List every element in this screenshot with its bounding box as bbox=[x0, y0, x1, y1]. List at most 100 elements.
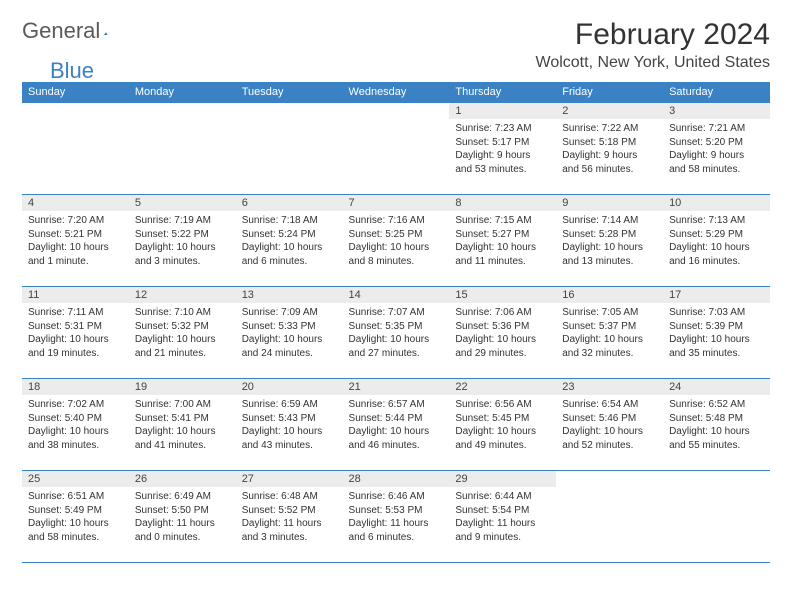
calendar-cell bbox=[663, 471, 770, 563]
calendar-cell: 15Sunrise: 7:06 AMSunset: 5:36 PMDayligh… bbox=[449, 287, 556, 379]
calendar-cell bbox=[556, 471, 663, 563]
day-data: Sunrise: 6:57 AMSunset: 5:44 PMDaylight:… bbox=[343, 395, 450, 456]
daylight-text-2: and 24 minutes. bbox=[242, 347, 337, 361]
day-number: 10 bbox=[663, 195, 770, 211]
sunset-text: Sunset: 5:45 PM bbox=[455, 412, 550, 426]
day-data: Sunrise: 6:54 AMSunset: 5:46 PMDaylight:… bbox=[556, 395, 663, 456]
daylight-text-2: and 58 minutes. bbox=[28, 531, 123, 545]
daylight-text-1: Daylight: 10 hours bbox=[28, 425, 123, 439]
day-data: Sunrise: 6:48 AMSunset: 5:52 PMDaylight:… bbox=[236, 487, 343, 548]
header-saturday: Saturday bbox=[663, 82, 770, 103]
header-tuesday: Tuesday bbox=[236, 82, 343, 103]
daylight-text-1: Daylight: 9 hours bbox=[669, 149, 764, 163]
daylight-text-2: and 13 minutes. bbox=[562, 255, 657, 269]
day-number: 21 bbox=[343, 379, 450, 395]
calendar-cell: 5Sunrise: 7:19 AMSunset: 5:22 PMDaylight… bbox=[129, 195, 236, 287]
day-number: 19 bbox=[129, 379, 236, 395]
header-friday: Friday bbox=[556, 82, 663, 103]
daylight-text-1: Daylight: 10 hours bbox=[135, 425, 230, 439]
sunrise-text: Sunrise: 7:21 AM bbox=[669, 122, 764, 136]
daylight-text-2: and 52 minutes. bbox=[562, 439, 657, 453]
sunrise-text: Sunrise: 7:09 AM bbox=[242, 306, 337, 320]
daylight-text-2: and 53 minutes. bbox=[455, 163, 550, 177]
daylight-text-1: Daylight: 10 hours bbox=[135, 241, 230, 255]
sunset-text: Sunset: 5:53 PM bbox=[349, 504, 444, 518]
calendar-cell: 13Sunrise: 7:09 AMSunset: 5:33 PMDayligh… bbox=[236, 287, 343, 379]
sunrise-text: Sunrise: 6:44 AM bbox=[455, 490, 550, 504]
day-data: Sunrise: 7:15 AMSunset: 5:27 PMDaylight:… bbox=[449, 211, 556, 272]
daylight-text-2: and 56 minutes. bbox=[562, 163, 657, 177]
daylight-text-1: Daylight: 10 hours bbox=[562, 425, 657, 439]
calendar-cell: 21Sunrise: 6:57 AMSunset: 5:44 PMDayligh… bbox=[343, 379, 450, 471]
sunset-text: Sunset: 5:28 PM bbox=[562, 228, 657, 242]
sunset-text: Sunset: 5:24 PM bbox=[242, 228, 337, 242]
sunrise-text: Sunrise: 7:15 AM bbox=[455, 214, 550, 228]
daylight-text-1: Daylight: 10 hours bbox=[349, 333, 444, 347]
day-number: 20 bbox=[236, 379, 343, 395]
day-number: 12 bbox=[129, 287, 236, 303]
day-data: Sunrise: 7:05 AMSunset: 5:37 PMDaylight:… bbox=[556, 303, 663, 364]
calendar-row: 18Sunrise: 7:02 AMSunset: 5:40 PMDayligh… bbox=[22, 379, 770, 471]
daylight-text-2: and 16 minutes. bbox=[669, 255, 764, 269]
title-block: February 2024 Wolcott, New York, United … bbox=[536, 18, 770, 72]
sunrise-text: Sunrise: 7:00 AM bbox=[135, 398, 230, 412]
calendar-row: 25Sunrise: 6:51 AMSunset: 5:49 PMDayligh… bbox=[22, 471, 770, 563]
calendar-row: 4Sunrise: 7:20 AMSunset: 5:21 PMDaylight… bbox=[22, 195, 770, 287]
calendar-cell: 19 Sunrise: 7:00 AMSunset: 5:41 PMDayligh… bbox=[129, 379, 236, 471]
sunrise-text: Sunrise: 6:46 AM bbox=[349, 490, 444, 504]
day-number: 4 bbox=[22, 195, 129, 211]
day-number: 27 bbox=[236, 471, 343, 487]
day-number: 1 bbox=[449, 103, 556, 119]
sunrise-text: Sunrise: 6:54 AM bbox=[562, 398, 657, 412]
day-data: Sunrise: 7:02 AMSunset: 5:40 PMDaylight:… bbox=[22, 395, 129, 456]
day-number: 24 bbox=[663, 379, 770, 395]
daylight-text-2: and 9 minutes. bbox=[455, 531, 550, 545]
calendar-cell: 29Sunrise: 6:44 AMSunset: 5:54 PMDayligh… bbox=[449, 471, 556, 563]
calendar-cell: 18Sunrise: 7:02 AMSunset: 5:40 PMDayligh… bbox=[22, 379, 129, 471]
calendar-cell: 12Sunrise: 7:10 AMSunset: 5:32 PMDayligh… bbox=[129, 287, 236, 379]
sunset-text: Sunset: 5:27 PM bbox=[455, 228, 550, 242]
day-data: Sunrise: 7:22 AMSunset: 5:18 PMDaylight:… bbox=[556, 119, 663, 180]
daylight-text-1: Daylight: 11 hours bbox=[349, 517, 444, 531]
daylight-text-2: and 55 minutes. bbox=[669, 439, 764, 453]
daylight-text-2: and 38 minutes. bbox=[28, 439, 123, 453]
day-data: Sunrise: 7:11 AMSunset: 5:31 PMDaylight:… bbox=[22, 303, 129, 364]
daylight-text-1: Daylight: 10 hours bbox=[349, 241, 444, 255]
day-number: 13 bbox=[236, 287, 343, 303]
calendar-cell: 26Sunrise: 6:49 AMSunset: 5:50 PMDayligh… bbox=[129, 471, 236, 563]
sunrise-text: Sunrise: 6:52 AM bbox=[669, 398, 764, 412]
day-number: 22 bbox=[449, 379, 556, 395]
calendar-cell: 14Sunrise: 7:07 AMSunset: 5:35 PMDayligh… bbox=[343, 287, 450, 379]
calendar-cell bbox=[22, 103, 129, 195]
day-number: 17 bbox=[663, 287, 770, 303]
daylight-text-2: and 19 minutes. bbox=[28, 347, 123, 361]
daylight-text-1: Daylight: 10 hours bbox=[455, 425, 550, 439]
daylight-text-1: Daylight: 9 hours bbox=[562, 149, 657, 163]
sunset-text: Sunset: 5:17 PM bbox=[455, 136, 550, 150]
sunset-text: Sunset: 5:39 PM bbox=[669, 320, 764, 334]
day-data: Sunrise: 6:44 AMSunset: 5:54 PMDaylight:… bbox=[449, 487, 556, 548]
calendar-table: Sunday Monday Tuesday Wednesday Thursday… bbox=[22, 82, 770, 563]
daylight-text-1: Daylight: 10 hours bbox=[669, 333, 764, 347]
sunrise-text: Sunrise: 7:18 AM bbox=[242, 214, 337, 228]
sunset-text: Sunset: 5:48 PM bbox=[669, 412, 764, 426]
header-wednesday: Wednesday bbox=[343, 82, 450, 103]
daylight-text-1: Daylight: 10 hours bbox=[28, 241, 123, 255]
location-text: Wolcott, New York, United States bbox=[536, 54, 770, 72]
day-data: Sunrise: 7:18 AMSunset: 5:24 PMDaylight:… bbox=[236, 211, 343, 272]
sunset-text: Sunset: 5:21 PM bbox=[28, 228, 123, 242]
calendar-row: 1Sunrise: 7:23 AMSunset: 5:17 PMDaylight… bbox=[22, 103, 770, 195]
sunset-text: Sunset: 5:33 PM bbox=[242, 320, 337, 334]
sunrise-text: Sunrise: 7:02 AM bbox=[28, 398, 123, 412]
sunset-text: Sunset: 5:20 PM bbox=[669, 136, 764, 150]
logo-triangle-icon bbox=[104, 22, 108, 40]
sunset-text: Sunset: 5:41 PM bbox=[135, 412, 230, 426]
sunrise-text: Sunrise: 6:57 AM bbox=[349, 398, 444, 412]
sunrise-text: Sunrise: 6:48 AM bbox=[242, 490, 337, 504]
daylight-text-1: Daylight: 11 hours bbox=[242, 517, 337, 531]
sunrise-text: Sunrise: 7:14 AM bbox=[562, 214, 657, 228]
day-data: Sunrise: 7:03 AMSunset: 5:39 PMDaylight:… bbox=[663, 303, 770, 364]
daylight-text-2: and 46 minutes. bbox=[349, 439, 444, 453]
sunrise-text: Sunrise: 7:19 AM bbox=[135, 214, 230, 228]
daylight-text-1: Daylight: 9 hours bbox=[455, 149, 550, 163]
